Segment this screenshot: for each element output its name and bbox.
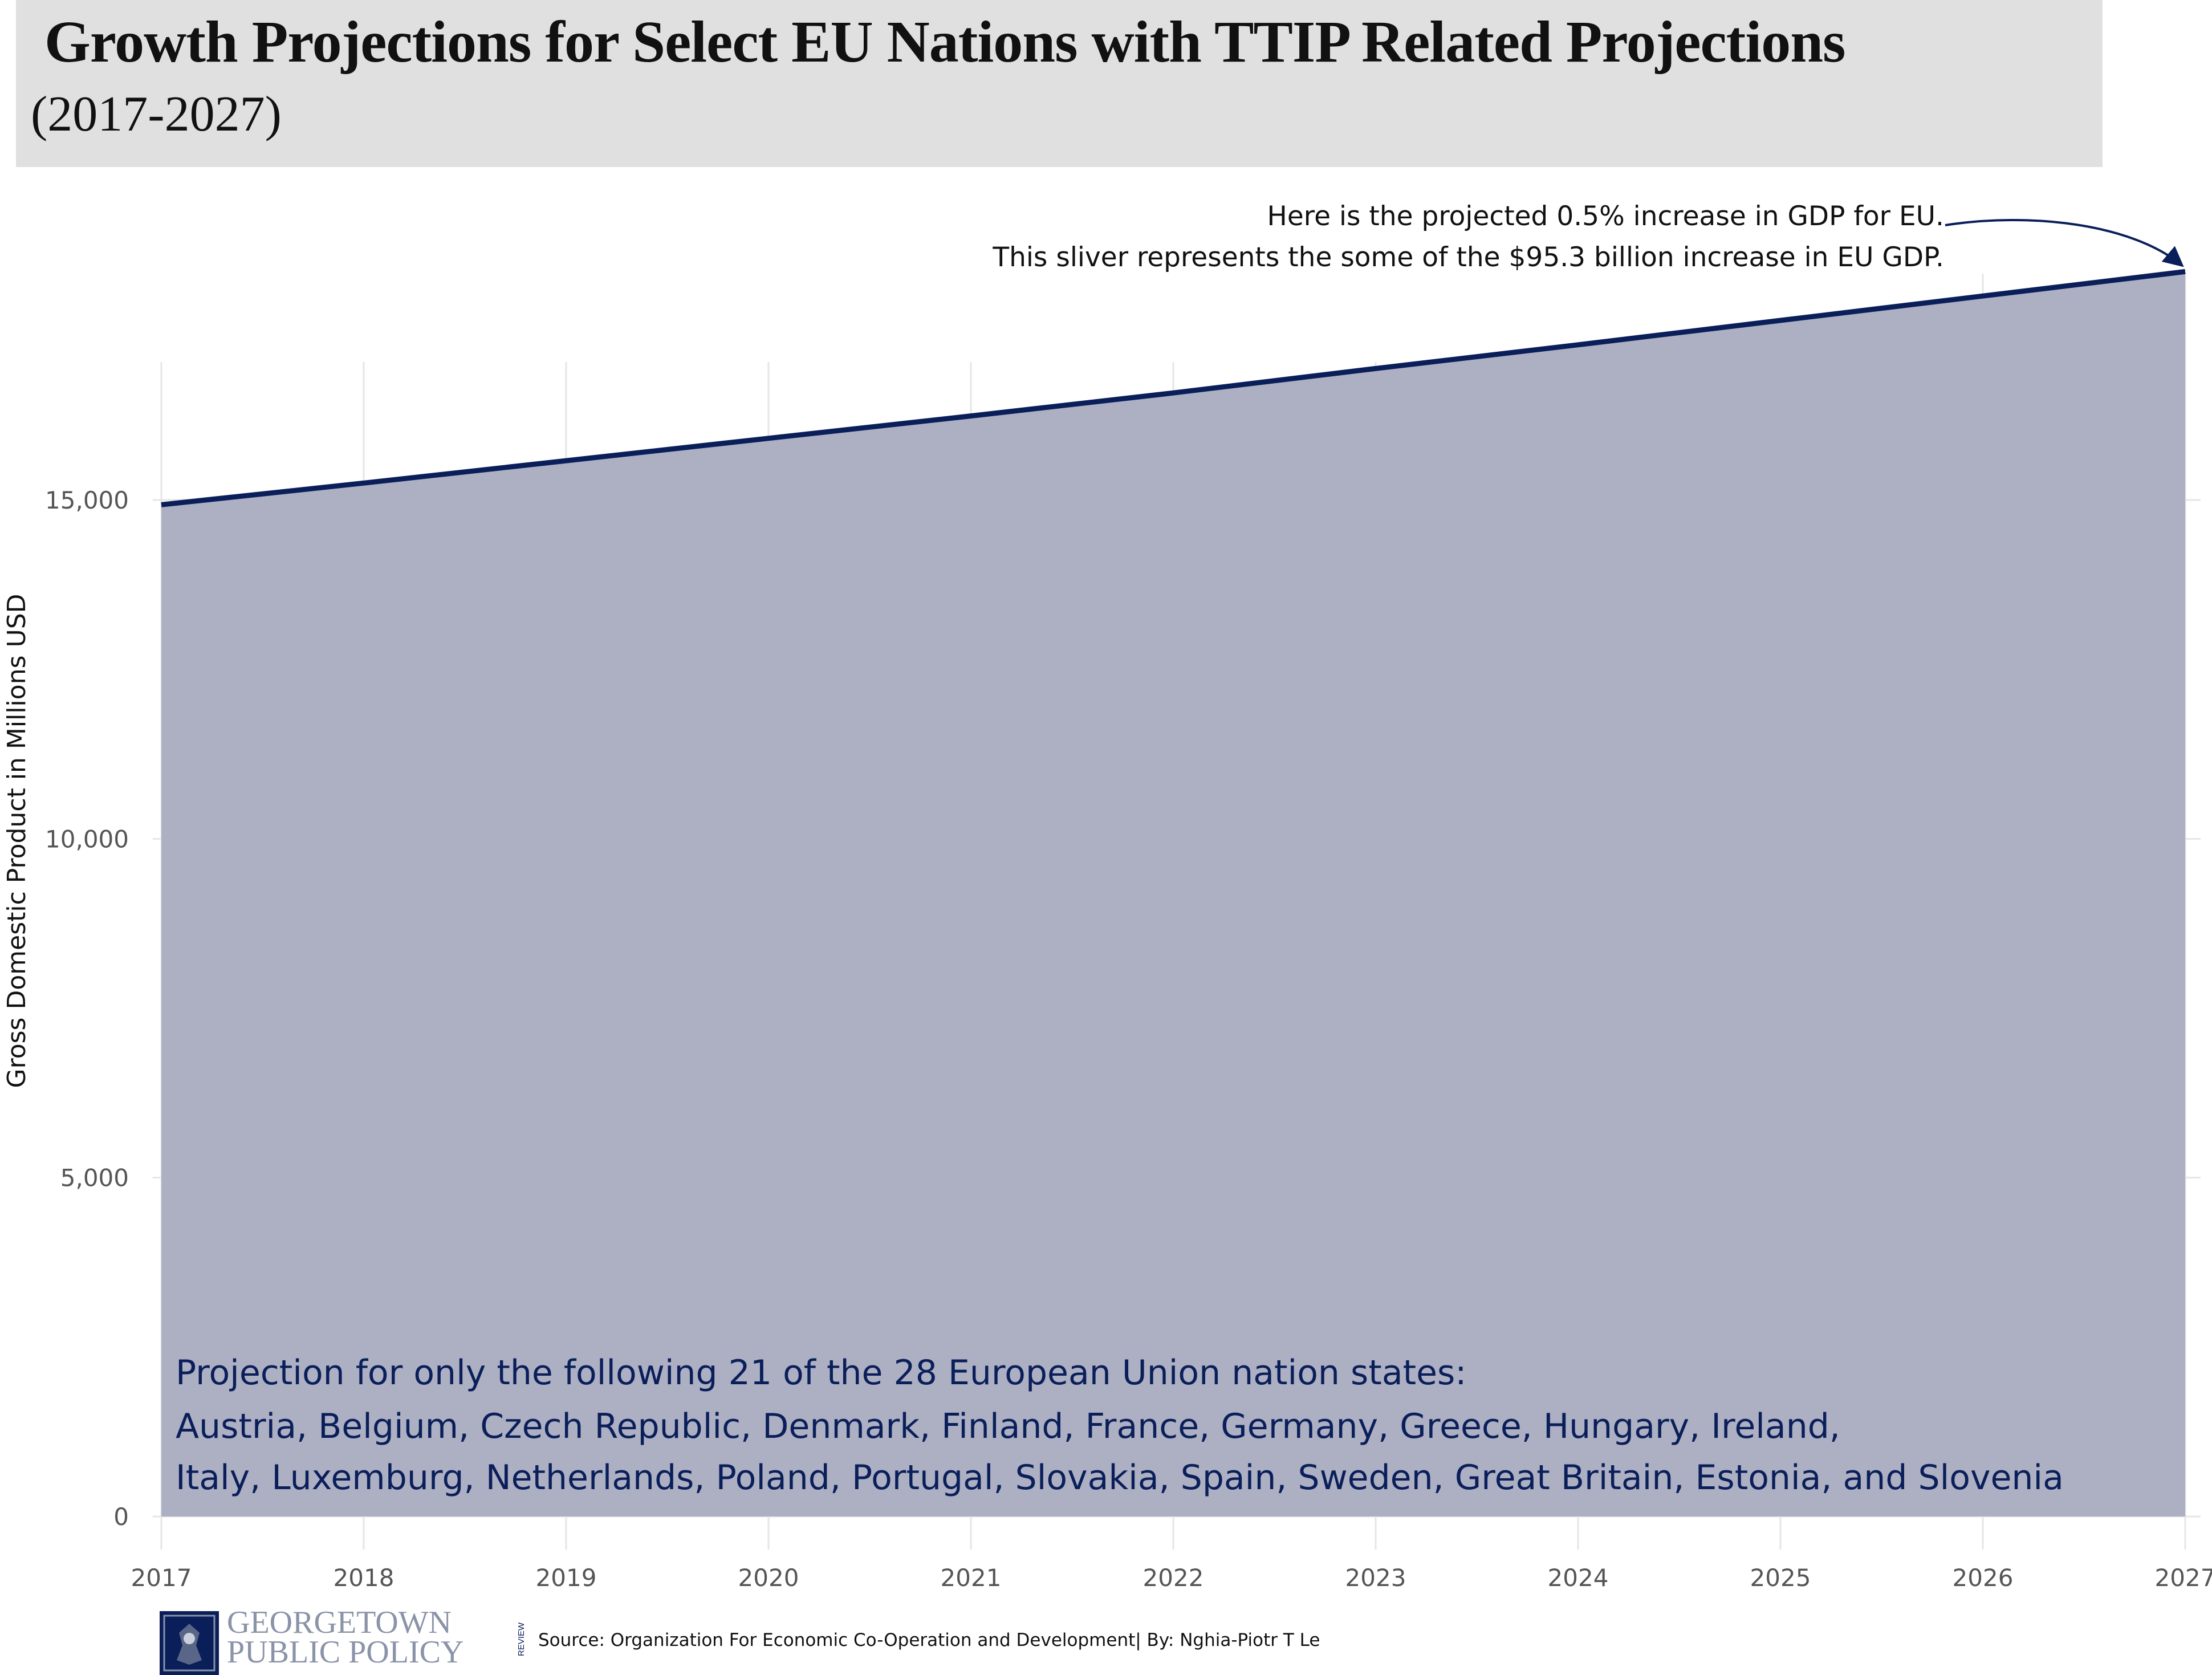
x-tick-label: 2023 xyxy=(1345,1564,1406,1592)
chart-title: Growth Projections for Select EU Nations… xyxy=(44,9,1846,75)
y-axis-ticks: 0 5,000 10,000 15,000 xyxy=(45,486,129,1531)
annotation-arrow xyxy=(1945,219,2184,267)
source-credit: Source: Organization For Economic Co-Ope… xyxy=(538,1630,1320,1650)
gdp-area-fill xyxy=(161,271,2185,1517)
x-tick-label: 2025 xyxy=(1750,1564,1811,1592)
publication-logo-text: GEORGETOWN PUBLIC POLICY xyxy=(227,1605,464,1670)
x-tick-label: 2024 xyxy=(1548,1564,1609,1592)
y-tick-label: 10,000 xyxy=(45,825,129,853)
gdp-series-line xyxy=(161,269,2186,507)
x-tick-label: 2019 xyxy=(536,1564,597,1592)
y-tick-label: 5,000 xyxy=(60,1164,129,1192)
y-tick-label: 15,000 xyxy=(45,486,129,514)
y-axis-label: Gross Domestic Product in Millions USD xyxy=(2,593,31,1088)
arrow-annotation: Here is the projected 0.5% increase in G… xyxy=(992,201,2184,273)
title-banner: Growth Projections for Select EU Nations… xyxy=(16,0,2103,167)
x-axis-ticks: 2017 2018 2019 2020 2021 2022 2023 2024 2025 2026… xyxy=(131,1564,2212,1592)
x-tick-label: 2027 xyxy=(2155,1564,2212,1592)
countries-annotation-line-3: Italy, Luxemburg, Netherlands, Poland, P… xyxy=(176,1458,2064,1498)
x-tick-label: 2021 xyxy=(941,1564,1002,1592)
x-tick-label: 2022 xyxy=(1143,1564,1204,1592)
chart-subtitle: (2017-2027) xyxy=(31,87,282,142)
arrow-annotation-line-2: This sliver represents the some of the $… xyxy=(992,242,1944,273)
x-tick-label: 2017 xyxy=(131,1564,192,1592)
arrow-annotation-line-1: Here is the projected 0.5% increase in G… xyxy=(1267,201,1944,232)
georgetown-seal-logo xyxy=(160,1611,219,1675)
x-tick-label: 2026 xyxy=(1953,1564,2014,1592)
x-tick-label: 2020 xyxy=(738,1564,799,1592)
logo-line-1: GEORGETOWN xyxy=(227,1605,452,1640)
countries-annotation-line-1: Projection for only the following 21 of … xyxy=(176,1353,1467,1393)
logo-review-label: REVIEW xyxy=(517,1622,526,1656)
y-tick-label: 0 xyxy=(113,1503,129,1531)
logo-line-2: PUBLIC POLICY xyxy=(227,1635,464,1670)
countries-annotation-line-2: Austria, Belgium, Czech Republic, Denmar… xyxy=(176,1406,1840,1446)
countries-annotation: Projection for only the following 21 of … xyxy=(176,1353,2064,1498)
x-tick-label: 2018 xyxy=(334,1564,395,1592)
